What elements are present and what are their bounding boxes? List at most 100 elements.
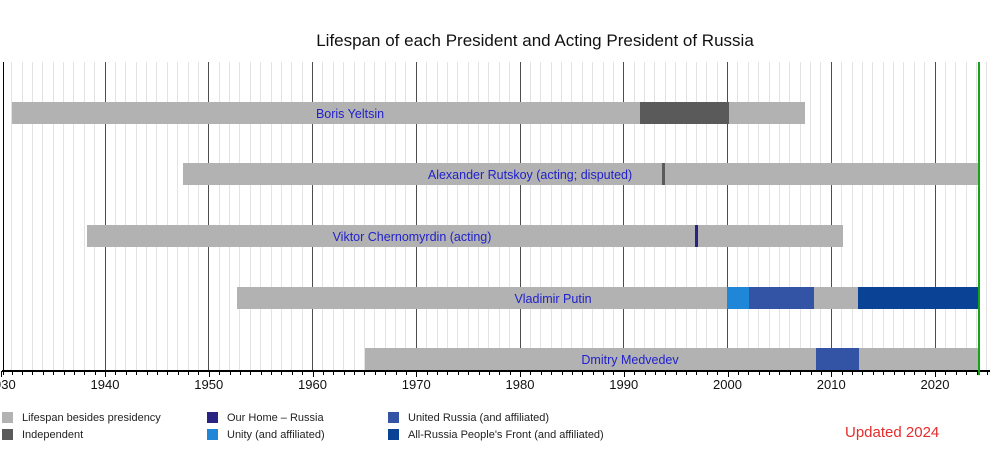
year-gridline xyxy=(955,62,957,370)
year-gridline xyxy=(177,62,179,370)
year-gridline xyxy=(571,62,573,370)
minor-tick xyxy=(509,371,511,375)
legend-swatch-independent xyxy=(2,429,13,440)
presidency-segment-united_russia xyxy=(815,348,859,370)
minor-tick xyxy=(260,371,262,375)
year-gridline xyxy=(799,62,801,370)
bar-label: Boris Yeltsin xyxy=(315,106,385,121)
year-gridline xyxy=(11,62,13,370)
year-gridline xyxy=(768,62,770,370)
minor-tick xyxy=(229,371,231,375)
year-gridline xyxy=(135,62,137,370)
year-gridline xyxy=(114,62,116,370)
year-gridline xyxy=(758,62,760,370)
x-axis-year-label: 1930 xyxy=(0,377,16,392)
minor-tick xyxy=(540,371,542,375)
minor-tick xyxy=(426,371,428,375)
year-gridline xyxy=(166,62,168,370)
major-tick xyxy=(831,371,833,377)
minor-tick xyxy=(810,371,812,375)
minor-tick xyxy=(457,371,459,375)
year-gridline xyxy=(260,62,262,370)
year-gridline xyxy=(695,62,697,370)
year-gridline xyxy=(63,62,64,370)
year-gridline xyxy=(550,62,552,370)
major-tick xyxy=(935,371,936,377)
minor-tick xyxy=(499,371,501,375)
decade-gridline xyxy=(208,62,210,370)
minor-tick xyxy=(966,371,968,375)
minor-tick xyxy=(603,371,604,375)
bar-label: Dmitry Medvedev xyxy=(581,352,679,367)
year-gridline xyxy=(21,62,23,370)
minor-tick xyxy=(32,371,34,375)
year-gridline xyxy=(478,62,479,370)
presidency-segment-united_russia xyxy=(748,287,815,309)
year-gridline xyxy=(322,62,324,370)
minor-tick xyxy=(333,371,335,375)
minor-tick xyxy=(364,371,366,375)
year-gridline xyxy=(561,62,562,370)
major-tick xyxy=(623,371,625,377)
minor-tick xyxy=(115,371,117,375)
year-gridline xyxy=(249,62,251,370)
minor-tick xyxy=(146,371,148,375)
year-gridline xyxy=(612,62,614,370)
year-gridline xyxy=(654,62,656,370)
year-gridline xyxy=(52,62,54,370)
year-gridline xyxy=(737,62,739,370)
year-gridline xyxy=(31,62,33,370)
year-gridline xyxy=(332,62,334,370)
minor-tick xyxy=(592,371,594,375)
legend-swatch-united_russia xyxy=(388,412,399,423)
minor-tick xyxy=(862,371,864,375)
year-gridline xyxy=(913,62,915,370)
minor-tick xyxy=(717,371,719,375)
minor-tick xyxy=(789,371,791,375)
minor-tick xyxy=(914,371,916,375)
decade-gridline xyxy=(727,62,728,370)
legend-label: All-Russia People's Front (and affiliate… xyxy=(408,429,604,441)
timeline-bar xyxy=(11,102,806,124)
year-gridline xyxy=(986,62,988,370)
year-gridline xyxy=(426,62,428,370)
minor-tick xyxy=(354,371,355,375)
year-gridline xyxy=(778,62,780,370)
minor-tick xyxy=(437,371,438,375)
year-gridline xyxy=(872,62,874,370)
year-gridline xyxy=(83,62,85,370)
year-gridline xyxy=(644,62,645,370)
minor-tick xyxy=(271,371,272,375)
major-tick xyxy=(520,371,521,377)
major-tick xyxy=(416,371,418,377)
minor-tick xyxy=(820,371,822,375)
chart-title: Lifespan of each President and Acting Pr… xyxy=(316,31,754,50)
year-gridline xyxy=(633,62,635,370)
minor-tick xyxy=(665,371,667,375)
minor-tick xyxy=(136,371,138,375)
minor-tick xyxy=(405,371,407,375)
legend-swatch-unity xyxy=(207,429,218,440)
minor-tick xyxy=(468,371,470,375)
minor-tick xyxy=(924,371,926,375)
minor-tick xyxy=(53,371,55,375)
minor-tick xyxy=(654,371,656,375)
year-gridline xyxy=(363,62,365,370)
year-gridline xyxy=(353,62,355,370)
year-gridline xyxy=(592,62,594,370)
decade-gridline xyxy=(104,62,106,370)
year-gridline xyxy=(94,62,96,370)
year-gridline xyxy=(125,62,127,370)
minor-tick xyxy=(447,371,449,375)
x-axis-year-label: 1990 xyxy=(609,377,639,392)
minor-tick xyxy=(571,371,573,375)
minor-tick xyxy=(561,371,563,375)
year-gridline xyxy=(944,62,946,370)
minor-tick xyxy=(385,371,387,375)
year-gridline xyxy=(602,62,604,370)
year-gridline xyxy=(529,62,531,370)
presidency-segment-independent xyxy=(662,163,665,185)
bar-label: Vladimir Putin xyxy=(514,291,592,306)
minor-tick xyxy=(219,371,221,375)
minor-tick xyxy=(94,371,96,375)
